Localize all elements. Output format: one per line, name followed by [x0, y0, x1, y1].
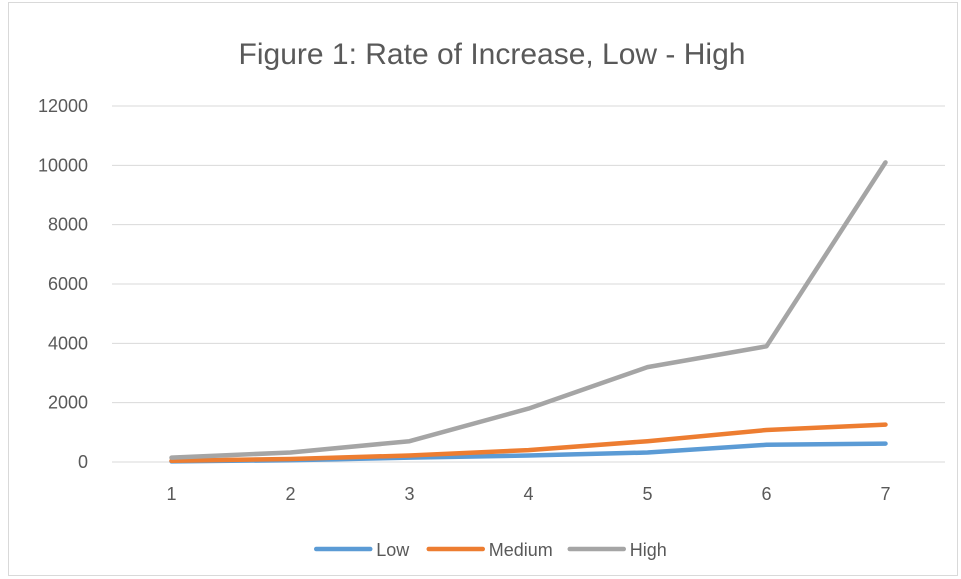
y-tick-label: 6000 — [48, 274, 88, 294]
y-tick-label: 12000 — [38, 96, 88, 116]
x-tick-label: 7 — [880, 484, 890, 504]
y-tick-label: 10000 — [38, 155, 88, 175]
legend-label-high: High — [630, 540, 667, 560]
chart-title: Figure 1: Rate of Increase, Low - High — [239, 38, 746, 71]
y-axis-tick-labels: 0 2000 4000 6000 8000 10000 12000 — [38, 96, 88, 472]
y-tick-label: 4000 — [48, 333, 88, 353]
series-line-medium — [169, 422, 888, 464]
chart-frame — [8, 2, 958, 576]
x-tick-label: 2 — [285, 484, 295, 504]
legend: Low Medium High — [314, 540, 667, 560]
x-tick-label: 6 — [761, 484, 771, 504]
x-tick-label: 5 — [642, 484, 652, 504]
x-tick-label: 4 — [523, 484, 533, 504]
x-tick-label: 3 — [404, 484, 414, 504]
legend-label-medium: Medium — [489, 540, 553, 560]
y-tick-label: 8000 — [48, 215, 88, 235]
x-axis-tick-labels: 1 2 3 4 5 6 7 — [166, 484, 890, 504]
series-line-high — [169, 160, 888, 460]
y-tick-label: 0 — [78, 452, 88, 472]
series-lines — [169, 160, 888, 464]
x-tick-label: 1 — [166, 484, 176, 504]
legend-label-low: Low — [376, 540, 410, 560]
y-tick-label: 2000 — [48, 393, 88, 413]
